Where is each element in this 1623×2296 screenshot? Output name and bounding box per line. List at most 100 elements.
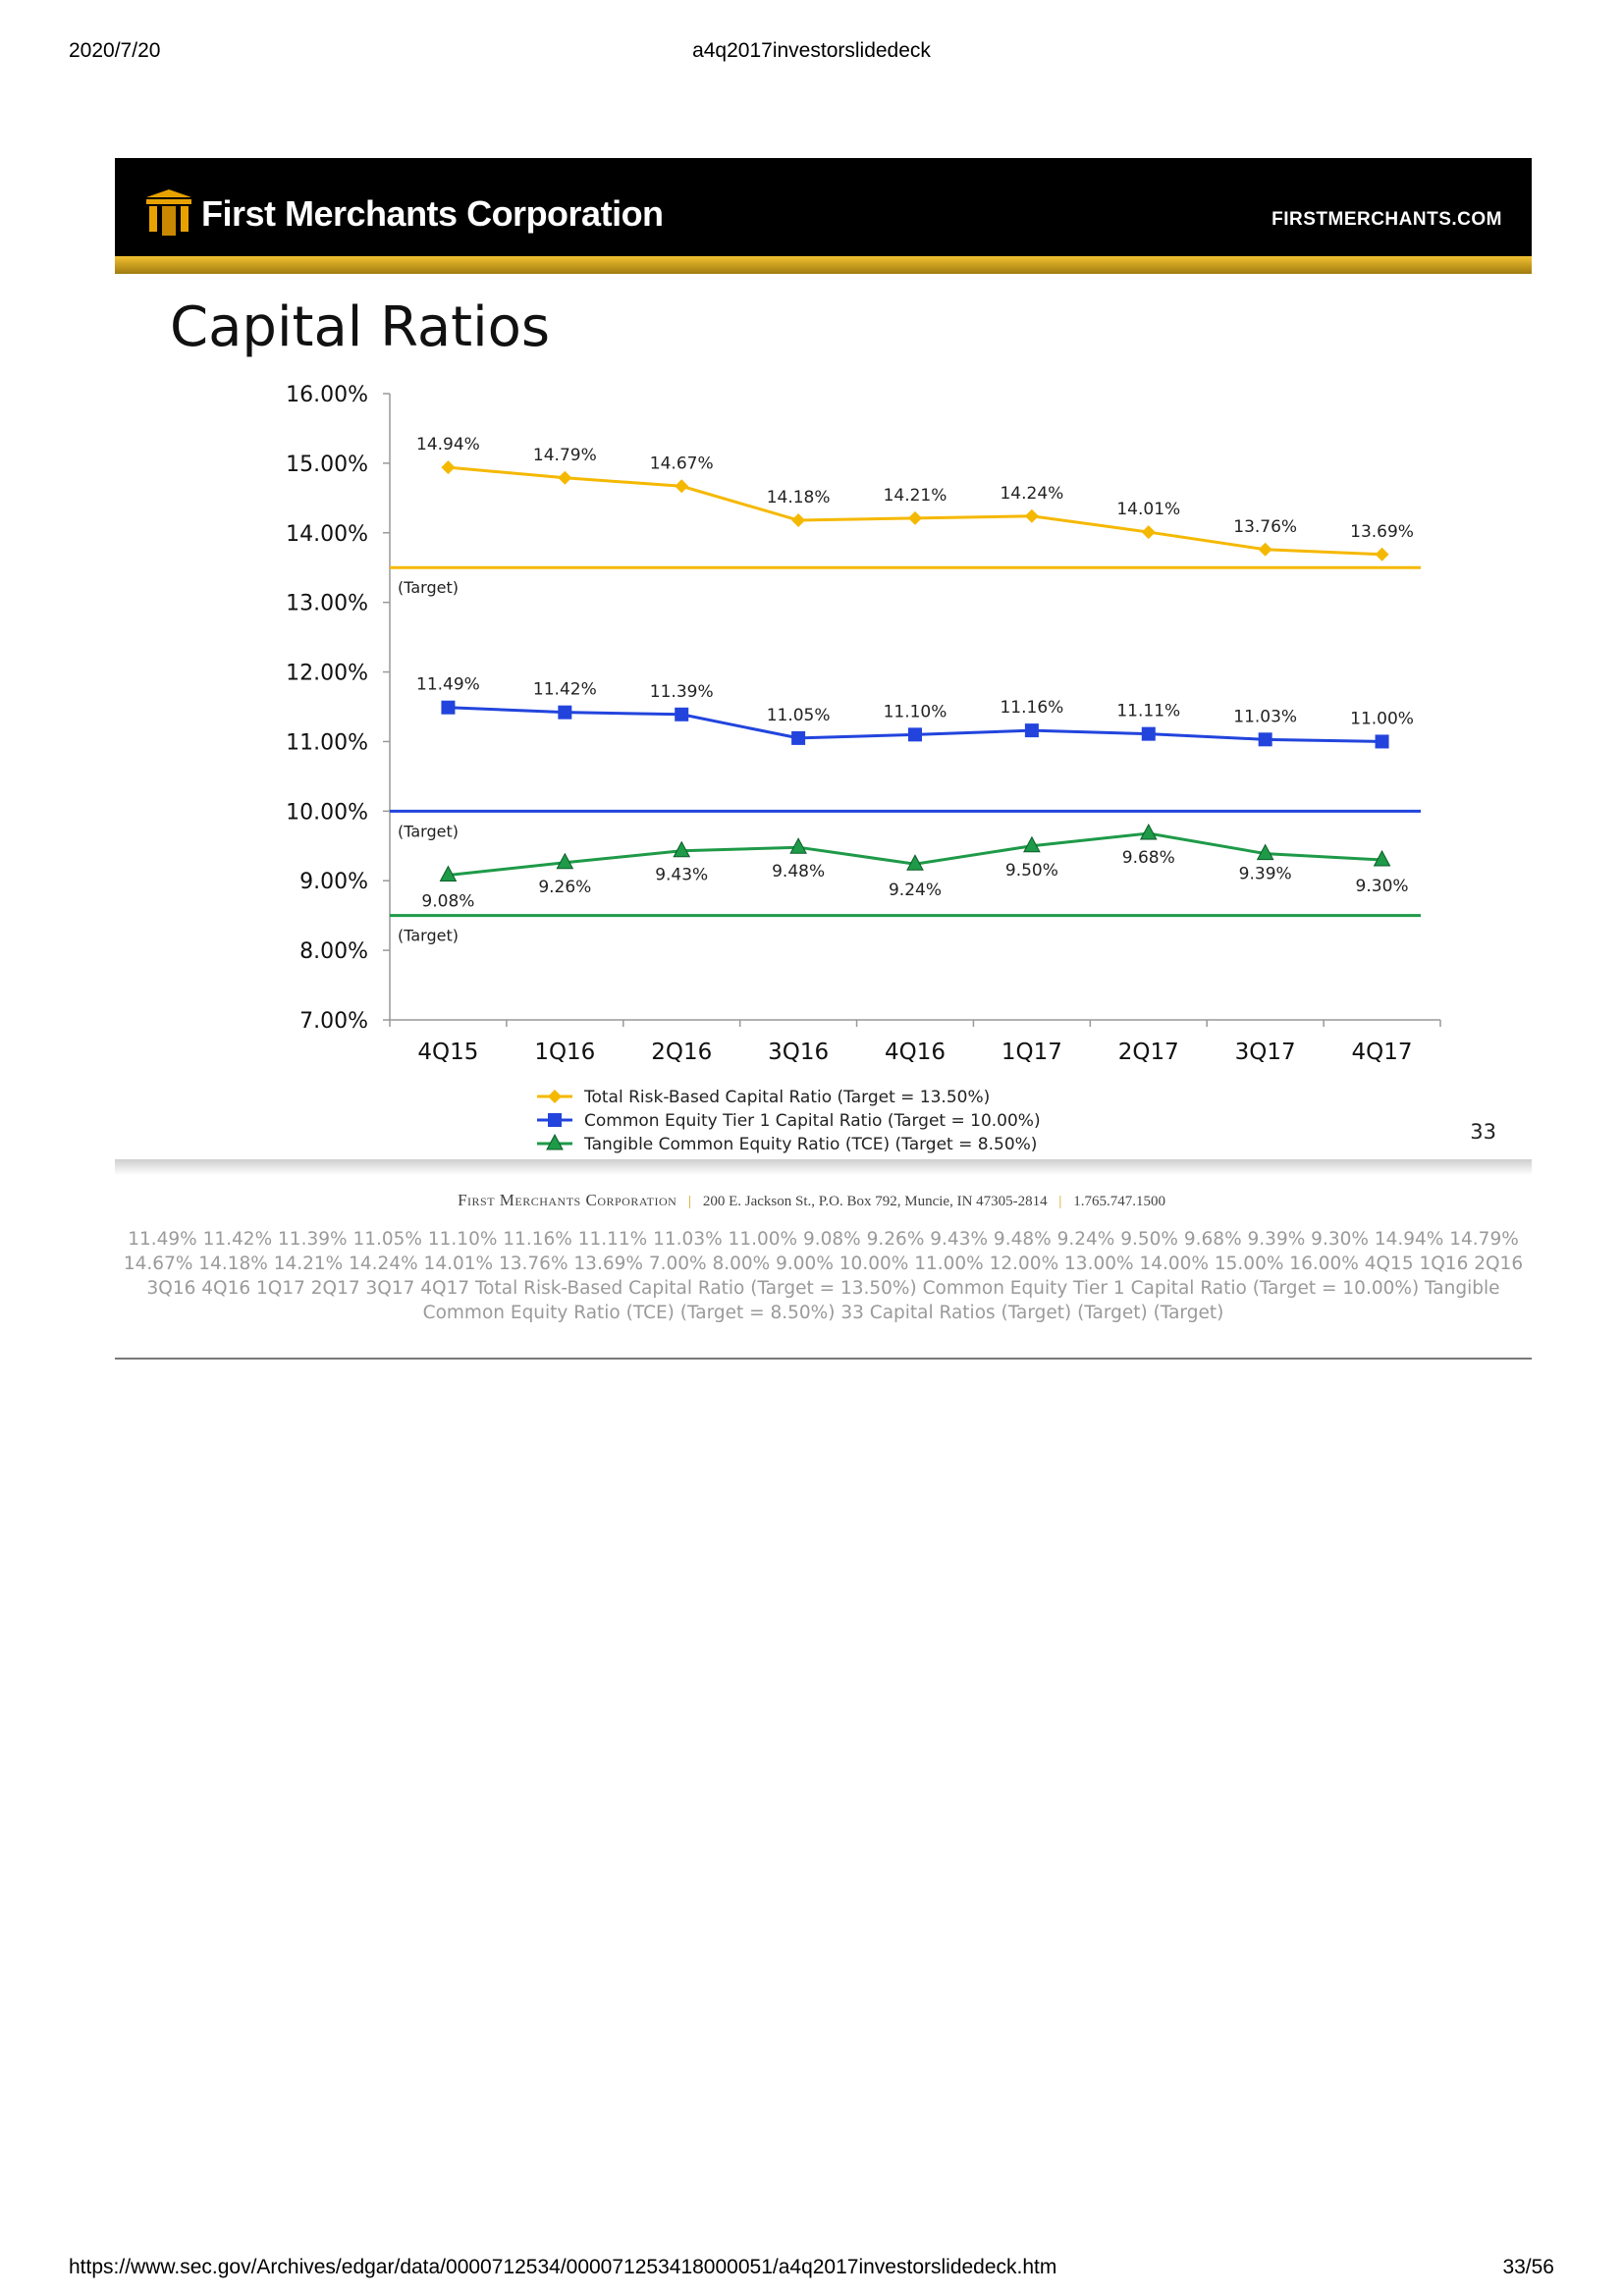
x-tick-label: 4Q16: [885, 1040, 946, 1065]
x-tick-label: 3Q17: [1235, 1040, 1296, 1065]
banner: First Merchants Corporation FIRSTMERCHAN…: [115, 158, 1532, 256]
data-label: 9.24%: [889, 881, 942, 900]
data-label: 9.08%: [421, 892, 474, 912]
y-tick-label: 14.00%: [286, 522, 368, 547]
y-tick-label: 9.00%: [299, 870, 368, 894]
data-point: [1024, 508, 1039, 523]
data-point: [1141, 726, 1156, 741]
data-point: [791, 730, 806, 745]
building-logo-icon: [146, 189, 191, 236]
y-tick-label: 16.00%: [286, 383, 368, 407]
data-point: [1375, 734, 1389, 749]
data-label: 13.76%: [1233, 517, 1297, 537]
data-label: 11.10%: [884, 702, 947, 721]
x-tick-label: 4Q15: [417, 1040, 478, 1065]
data-point: [1373, 849, 1391, 867]
data-label: 14.18%: [767, 488, 831, 507]
y-tick-label: 15.00%: [286, 453, 368, 477]
target-label: (Target): [398, 578, 459, 597]
data-label: 14.94%: [416, 435, 480, 454]
data-point: [548, 1090, 562, 1103]
print-page-number: 33/56: [1502, 2256, 1554, 2278]
data-point: [675, 479, 689, 494]
capital-ratios-chart: 7.00% 8.00% 9.00% 10.00% 11.00% 12.00% 13.00% 1…: [286, 383, 1441, 1154]
data-point: [673, 840, 691, 858]
data-point: [1256, 843, 1274, 861]
footer-phone: 1.765.747.1500: [1073, 1194, 1165, 1209]
slide-number: 33: [1470, 1120, 1496, 1144]
data-label: 11.42%: [533, 680, 597, 700]
data-label: 11.03%: [1233, 707, 1297, 726]
legend-entry: Tangible Common Equity Ratio (TCE) (Targ…: [583, 1135, 1037, 1154]
data-point: [546, 1133, 564, 1150]
data-label: 9.30%: [1356, 877, 1409, 896]
data-point: [675, 707, 689, 721]
data-label: 14.01%: [1116, 500, 1180, 519]
data-point: [1024, 723, 1039, 738]
data-label: 14.67%: [650, 454, 714, 473]
data-point: [908, 727, 922, 742]
data-point: [439, 865, 458, 882]
data-point: [556, 852, 574, 870]
data-label: 9.48%: [772, 862, 825, 881]
x-tick-label: 1Q17: [1001, 1040, 1062, 1065]
separator: |: [688, 1194, 692, 1209]
x-tick-label: 4Q17: [1352, 1040, 1413, 1065]
website-link[interactable]: FIRSTMERCHANTS.COM: [1271, 209, 1502, 230]
data-label: 11.39%: [650, 682, 714, 702]
gold-divider: [115, 256, 1532, 274]
data-point: [441, 700, 456, 715]
series-line: [448, 465, 1382, 557]
company-name: First Merchants Corporation: [201, 193, 664, 234]
data-label: 13.69%: [1350, 522, 1414, 542]
y-tick-label: 11.00%: [286, 730, 368, 755]
x-tick-label: 2Q16: [651, 1040, 712, 1065]
data-label: 11.16%: [1000, 698, 1063, 718]
footer-address: First Merchants Corporation | 200 E. Jac…: [0, 1191, 1623, 1210]
y-tick-label: 12.00%: [286, 662, 368, 686]
data-point: [558, 705, 572, 720]
data-point: [791, 513, 806, 528]
data-point: [1375, 547, 1389, 561]
data-point: [908, 510, 922, 525]
y-tick-label: 13.00%: [286, 592, 368, 616]
data-point: [1139, 823, 1158, 840]
data-label: 14.21%: [884, 486, 947, 506]
slide: First Merchants Corporation FIRSTMERCHAN…: [115, 158, 1532, 1181]
data-label: 14.79%: [533, 446, 597, 465]
print-url[interactable]: https://www.sec.gov/Archives/edgar/data/…: [69, 2256, 1057, 2278]
data-label: 11.00%: [1350, 709, 1414, 728]
data-label: 11.05%: [767, 706, 831, 725]
legend-entry: Common Equity Tier 1 Capital Ratio (Targ…: [584, 1111, 1041, 1131]
print-date: 2020/7/20: [69, 39, 161, 62]
separator: |: [1058, 1194, 1062, 1209]
horizontal-rule: [115, 1358, 1532, 1360]
data-label: 14.24%: [1000, 484, 1063, 504]
data-point: [1258, 732, 1272, 747]
x-tick-label: 3Q16: [768, 1040, 829, 1065]
y-tick-label: 8.00%: [299, 939, 368, 964]
legend-entry: Total Risk-Based Capital Ratio (Target =…: [583, 1088, 990, 1107]
data-point: [1023, 835, 1041, 853]
data-label: 9.43%: [655, 866, 708, 885]
data-label: 9.26%: [538, 878, 591, 897]
data-point: [558, 470, 572, 485]
data-point: [906, 854, 924, 871]
data-point: [1258, 542, 1272, 557]
target-label: (Target): [398, 822, 459, 840]
data-label: 11.49%: [416, 675, 480, 695]
footer-company: First Merchants Corporation: [458, 1191, 677, 1209]
y-tick-label: 7.00%: [299, 1009, 368, 1034]
image-alt-text: 11.49% 11.42% 11.39% 11.05% 11.10% 11.16…: [123, 1229, 1524, 1323]
slide-title: Capital Ratios: [170, 295, 551, 359]
print-doc-title: a4q2017investorslidedeck: [692, 39, 931, 62]
x-tick-label: 1Q16: [534, 1040, 595, 1065]
data-label: 9.68%: [1122, 848, 1175, 868]
slide-shadow: [115, 1159, 1532, 1175]
data-label: 11.11%: [1116, 702, 1180, 721]
data-point: [1141, 525, 1156, 540]
data-point: [548, 1113, 562, 1127]
x-tick-label: 2Q17: [1118, 1040, 1179, 1065]
data-point: [789, 837, 807, 854]
y-tick-label: 10.00%: [286, 800, 368, 825]
